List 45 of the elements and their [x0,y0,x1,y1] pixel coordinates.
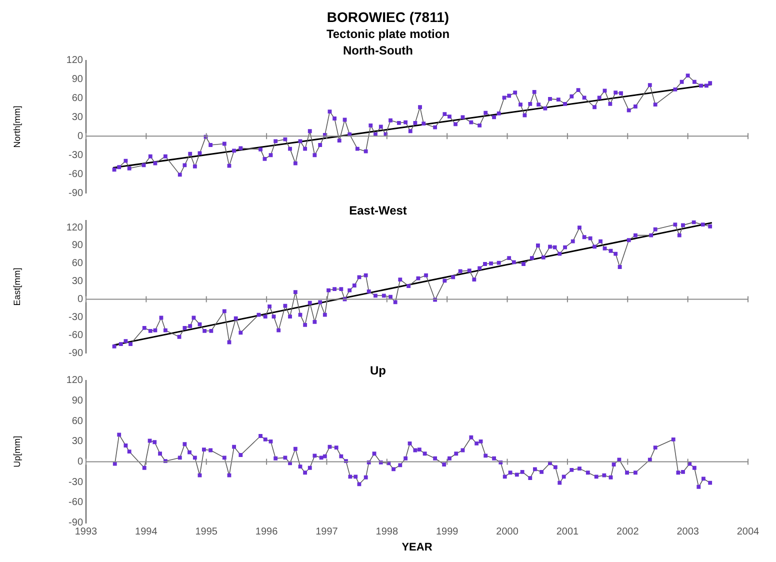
y-tick-label: 60 [72,258,84,270]
x-tick-label: 1993 [74,526,98,538]
y-tick-label: -60 [68,497,84,508]
text: BOROWIEC (7811) [326,8,450,26]
y-tick-label: 60 [72,93,84,104]
x-tick-label: 1995 [195,526,218,538]
chart-title: Up [370,364,386,378]
x-tick-label: 2004 [736,526,760,538]
y-tick-label: -90 [68,348,84,359]
x-tick-label: 1996 [255,526,278,538]
y-tick-label: 0 [77,456,84,468]
y-tick-label: -60 [68,330,84,341]
chart-title: East-West [349,204,407,218]
chart-title: North-South [343,44,413,58]
y-tick-label: 30 [72,112,84,123]
y-tick-label: -30 [68,150,84,161]
y-tick-label: 30 [72,276,84,288]
y-axis-title: East[mm] [12,268,22,306]
x-tick-label: 1998 [376,526,398,538]
y-tick-label: -90 [68,518,84,529]
y-tick-label: -60 [68,168,84,180]
y-tick-label: -90 [68,188,84,199]
x-tick-label: 1997 [316,526,338,538]
y-tick-label: 120 [66,222,84,234]
y-tick-label: -30 [68,312,84,323]
x-tick-label: 2000 [496,526,519,538]
x-tick-label: 2001 [556,526,580,538]
y-tick-label: 30 [72,436,84,448]
y-axis-title: Up[mm] [12,436,22,468]
x-tick-label: 2003 [676,526,700,538]
y-tick-label: 60 [72,416,84,427]
y-tick-label: 0 [77,294,84,305]
y-tick-label: 90 [72,395,84,406]
x-tick-label: 1999 [436,526,459,538]
x-tick-label: 1994 [135,526,158,538]
y-tick-label: -30 [68,476,84,488]
y-tick-label: 120 [66,375,84,386]
y-tick-label: 90 [72,240,84,252]
x-tick-label: 2002 [616,526,640,538]
y-tick-label: 0 [77,130,84,142]
text: Tectonic plate motion [325,26,451,42]
y-axis-title: North[mm] [12,106,22,148]
x-axis-title: YEAR [402,541,432,554]
y-tick-label: 90 [72,74,84,86]
y-tick-label: 120 [66,55,84,66]
